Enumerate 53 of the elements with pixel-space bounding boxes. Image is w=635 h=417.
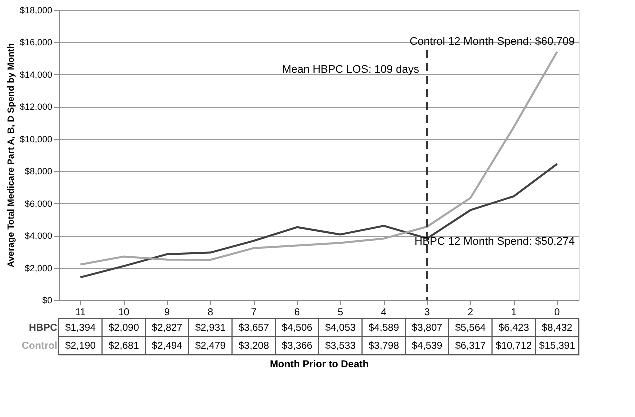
data-label: $5,564: [455, 323, 486, 334]
data-label: $2,931: [195, 323, 226, 334]
x-tick-label: 0: [554, 308, 561, 318]
x-tick-label: 7: [251, 308, 258, 318]
y-tick-label: $2,000: [24, 263, 52, 274]
data-label: $4,539: [412, 341, 444, 352]
x-tick-label: 8: [208, 308, 214, 318]
data-label: $2,479: [195, 341, 226, 352]
text: HBPC: [29, 323, 58, 334]
data-label: $3,798: [368, 341, 400, 352]
y-tick-label: $8,000: [24, 166, 52, 177]
data-label: $4,506: [282, 323, 314, 334]
y-tick-label: $0: [42, 296, 52, 306]
annotation: HBPC 12 Month Spend: $50,274: [414, 236, 575, 248]
y-tick-label: $4,000: [24, 231, 52, 242]
data-label: $2,190: [65, 341, 96, 352]
y-tick-label: $6,000: [24, 198, 52, 209]
y-tick-label: $14,000: [20, 70, 52, 80]
ref-line-label: Mean HBPC LOS: 109 days: [282, 64, 420, 76]
data-label: $2,090: [108, 323, 140, 334]
y-tick-label: $18,000: [20, 6, 52, 16]
data-label: $6,423: [498, 323, 530, 334]
x-axis-title: Month Prior to Death: [270, 360, 369, 370]
x-tick-label: 6: [294, 308, 301, 318]
data-label: $3,533: [325, 341, 356, 352]
text: Control: [22, 341, 58, 352]
data-label: $4,053: [325, 323, 356, 334]
y-tick-label: $16,000: [20, 38, 52, 48]
annotation: Control 12 Month Spend: $60,709: [410, 36, 575, 48]
data-label: $3,366: [282, 341, 314, 352]
data-label: $15,391: [539, 341, 576, 352]
x-tick-label: 11: [75, 308, 86, 318]
data-label: $8,432: [542, 323, 574, 334]
x-tick-label: 4: [381, 308, 388, 318]
x-tick-label: 9: [164, 308, 171, 318]
data-label: $3,657: [238, 323, 270, 334]
x-tick-label: 10: [118, 308, 130, 318]
x-tick-label: 2: [468, 308, 474, 318]
data-label: $2,681: [108, 341, 140, 352]
data-label: $1,394: [65, 323, 96, 334]
y-tick-label: $12,000: [20, 102, 52, 112]
data-label: $6,317: [455, 341, 486, 352]
data-label: $2,827: [152, 323, 184, 334]
data-label: $3,208: [238, 341, 270, 352]
data-label: $2,494: [152, 341, 184, 352]
data-label: $4,589: [368, 323, 400, 334]
x-tick-label: 3: [424, 308, 431, 318]
y-tick-label: $10,000: [20, 134, 52, 144]
x-tick-label: 5: [338, 308, 344, 318]
data-label: $3,807: [412, 323, 444, 334]
y-axis-title: Average Total Medicare Part A, B, D Spend by Month: [6, 43, 16, 268]
x-tick-label: 1: [511, 308, 518, 318]
data-label: $10,712: [496, 341, 533, 352]
